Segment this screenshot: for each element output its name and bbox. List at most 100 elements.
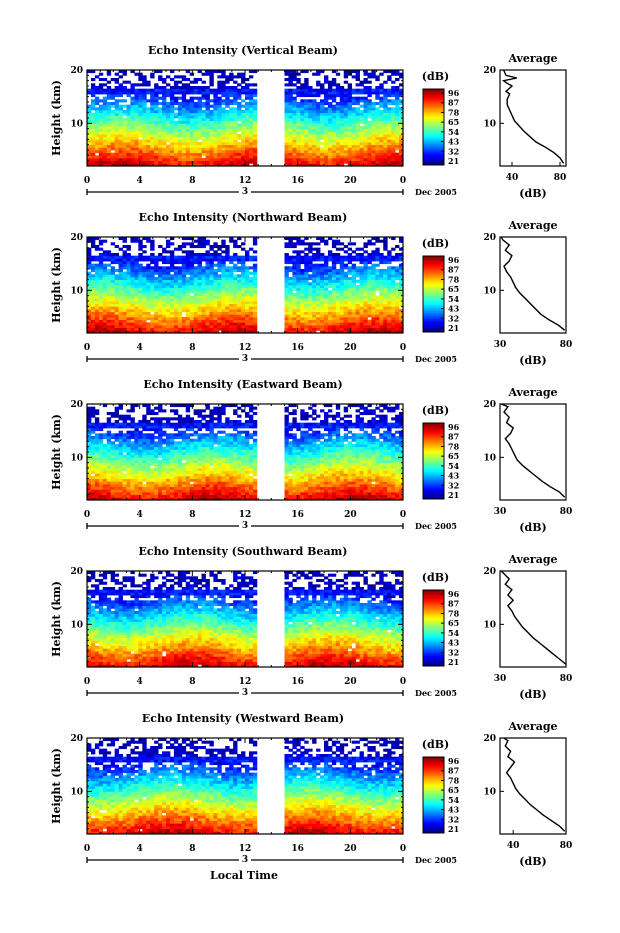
heatmap-cell <box>356 309 360 312</box>
heatmap-cell <box>99 248 103 251</box>
heatmap-cell <box>198 304 202 307</box>
heatmap-cell <box>360 272 364 275</box>
heatmap-cell <box>324 314 328 317</box>
heatmap-cell <box>320 274 324 277</box>
heatmap-cell <box>217 110 221 113</box>
heatmap-cell <box>170 261 174 264</box>
heatmap-cell <box>107 264 111 267</box>
heatmap-cell <box>138 285 142 288</box>
heatmap-cell <box>237 83 241 86</box>
heatmap-cell <box>249 97 253 100</box>
heatmap-cell <box>206 266 210 269</box>
heatmap-cell <box>360 293 364 296</box>
heatmap-cell <box>142 258 146 261</box>
heatmap-cell <box>332 240 336 243</box>
heatmap-cell <box>95 317 99 320</box>
heatmap-cell <box>115 126 119 129</box>
heatmap-cell <box>387 158 391 161</box>
heatmap-cell <box>130 304 134 307</box>
heatmap-cell <box>130 118 134 121</box>
heatmap-cell <box>387 288 391 291</box>
heatmap-cell <box>285 288 289 291</box>
heatmap-cell <box>99 309 103 312</box>
y-tick-label: 20 <box>70 233 83 243</box>
heatmap-cell <box>134 256 138 259</box>
heatmap-cell <box>209 261 213 264</box>
heatmap-cell <box>103 142 107 145</box>
heatmap-cell <box>292 245 296 248</box>
heatmap-cell <box>296 264 300 267</box>
heatmap-cell <box>182 293 186 296</box>
heatmap-cell <box>123 134 127 137</box>
heatmap-cell <box>324 78 328 81</box>
heatmap-cell <box>198 118 202 121</box>
heatmap-cell <box>229 314 233 317</box>
heatmap-cell <box>352 288 356 291</box>
heatmap-cell <box>166 121 170 124</box>
heatmap-cell <box>198 261 202 264</box>
heatmap-cell <box>162 102 166 105</box>
heatmap-cell <box>202 113 206 116</box>
heatmap-cell <box>119 301 123 304</box>
heatmap-cell <box>371 137 375 140</box>
heatmap-cell <box>316 139 320 142</box>
heatmap-cell <box>356 91 360 94</box>
heatmap-cell <box>91 89 95 92</box>
heatmap-cell <box>154 314 158 317</box>
heatmap-cell <box>115 81 119 84</box>
heatmap-cell <box>249 298 253 301</box>
heatmap-cell <box>292 306 296 309</box>
heatmap-cell <box>364 250 368 253</box>
heatmap-cell <box>190 158 194 161</box>
heatmap-cell <box>225 153 229 156</box>
heatmap-cell <box>324 94 328 97</box>
heatmap-cell <box>217 261 221 264</box>
heatmap-cell <box>379 161 383 164</box>
heatmap-cell <box>127 261 131 264</box>
heatmap-cell <box>162 113 166 116</box>
heatmap-cell <box>328 107 332 110</box>
heatmap-cell <box>241 317 245 320</box>
heatmap-cell <box>344 134 348 137</box>
heatmap-cell <box>103 317 107 320</box>
heatmap-cell <box>312 123 316 126</box>
heatmap-cell <box>237 277 241 280</box>
heatmap-cell <box>130 298 134 301</box>
heatmap-cell <box>296 298 300 301</box>
heatmap-cell <box>308 248 312 251</box>
heatmap-cell <box>285 83 289 86</box>
heatmap-cell <box>348 301 352 304</box>
heatmap-cell <box>391 139 395 142</box>
heatmap-cell <box>130 158 134 161</box>
heatmap-cell <box>154 298 158 301</box>
heatmap-cell <box>209 89 213 92</box>
heatmap-cell <box>348 153 352 156</box>
heatmap-cell <box>95 91 99 94</box>
heatmap-cell <box>99 495 103 498</box>
heatmap-cell <box>95 86 99 89</box>
heatmap-cell <box>328 97 332 100</box>
heatmap-cell <box>245 147 249 150</box>
heatmap-cell <box>308 258 312 261</box>
heatmap-cell <box>162 325 166 328</box>
heatmap-cell <box>356 256 360 259</box>
heatmap-cell <box>300 107 304 110</box>
heatmap-cell <box>324 134 328 137</box>
heatmap-cell <box>237 153 241 156</box>
heatmap-cell <box>107 107 111 110</box>
heatmap-cell <box>241 261 245 264</box>
heatmap-cell <box>119 158 123 161</box>
heatmap-cell <box>288 266 292 269</box>
heatmap-cell <box>103 444 107 447</box>
heatmap-cell <box>324 320 328 323</box>
heatmap-cell <box>288 150 292 153</box>
heatmap-cell <box>142 110 146 113</box>
heatmap-cell <box>312 139 316 142</box>
heatmap-cell <box>395 317 399 320</box>
heatmap-cell <box>186 121 190 124</box>
heatmap-cell <box>296 301 300 304</box>
heatmap-cell <box>300 269 304 272</box>
heatmap-cell <box>245 250 249 253</box>
heatmap-cell <box>162 250 166 253</box>
